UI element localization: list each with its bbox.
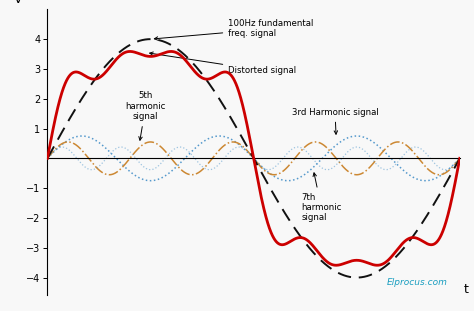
Text: 7th
harmonic
signal: 7th harmonic signal bbox=[301, 173, 342, 222]
Text: 5th
harmonic
signal: 5th harmonic signal bbox=[126, 91, 166, 140]
Text: V: V bbox=[14, 0, 23, 7]
Text: 100Hz fundamental
freq. signal: 100Hz fundamental freq. signal bbox=[155, 19, 314, 40]
Text: t: t bbox=[464, 283, 469, 296]
Text: 3rd Harmonic signal: 3rd Harmonic signal bbox=[292, 108, 378, 134]
Text: Elprocus.com: Elprocus.com bbox=[386, 278, 447, 287]
Text: Distorted signal: Distorted signal bbox=[150, 52, 296, 75]
